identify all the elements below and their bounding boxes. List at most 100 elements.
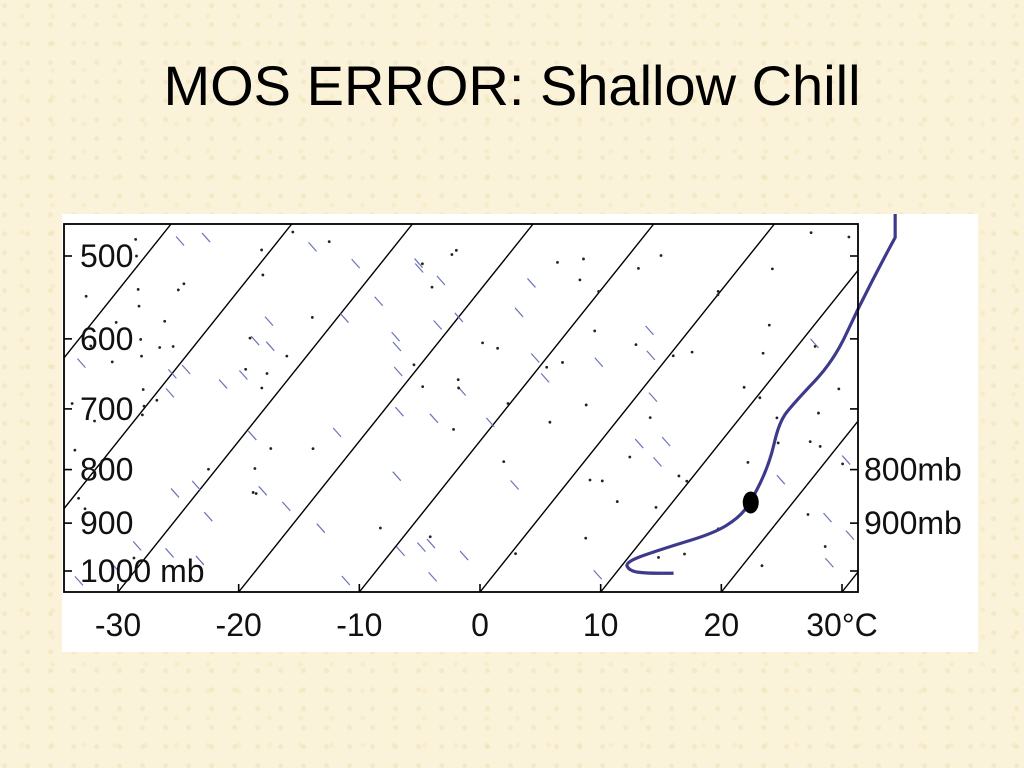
reference-dot bbox=[600, 479, 604, 483]
reference-dot bbox=[141, 388, 145, 391]
isotherm-line bbox=[963, 224, 978, 592]
x-tick-label: 20 bbox=[704, 607, 740, 643]
reference-dot bbox=[677, 474, 681, 478]
chart-panel: 500 600 700 800 900 1000 mb -30 -20 -10 0 10 20 30°C… bbox=[62, 214, 978, 652]
reference-dot bbox=[628, 455, 632, 459]
reference-dash bbox=[485, 417, 495, 428]
reference-dash bbox=[77, 358, 86, 369]
reference-dot bbox=[261, 273, 265, 277]
x-tick-label: -20 bbox=[216, 607, 262, 643]
reference-dash bbox=[165, 387, 175, 398]
reference-dot bbox=[716, 289, 720, 293]
reference-dash bbox=[351, 258, 361, 269]
reference-dash bbox=[175, 236, 185, 246]
reference-dot bbox=[269, 447, 273, 450]
sounding-marker bbox=[742, 491, 759, 514]
reference-dot bbox=[285, 354, 289, 358]
reference-dash bbox=[594, 357, 604, 368]
reference-dash bbox=[308, 241, 317, 252]
reference-dash bbox=[429, 413, 439, 424]
reference-dot bbox=[806, 513, 810, 516]
y-tick-label: 1000 mb bbox=[80, 553, 205, 589]
reference-dash bbox=[414, 258, 423, 268]
x-tick-label: 30°C bbox=[806, 607, 878, 643]
reference-dot bbox=[93, 419, 96, 423]
reference-dot bbox=[412, 363, 416, 367]
reference-dot bbox=[742, 385, 746, 389]
reference-dot bbox=[251, 491, 255, 494]
isotherm-line bbox=[358, 224, 655, 592]
reference-dash bbox=[648, 392, 658, 402]
reference-dash bbox=[203, 511, 213, 522]
reference-dot bbox=[244, 367, 248, 371]
x-tick-label: -30 bbox=[95, 607, 141, 643]
reference-dash bbox=[394, 406, 404, 417]
reference-dash bbox=[392, 471, 402, 482]
reference-dash bbox=[258, 485, 268, 496]
pressure-annotation: 900mb bbox=[864, 505, 962, 541]
reference-dash bbox=[396, 546, 405, 557]
reference-dot bbox=[428, 535, 432, 539]
reference-dot bbox=[841, 462, 844, 466]
x-tick-label: 10 bbox=[583, 607, 619, 643]
reference-dash bbox=[339, 313, 349, 323]
reference-dot bbox=[420, 262, 424, 266]
y-tick-label: 800 bbox=[80, 452, 133, 488]
reference-dot bbox=[659, 254, 663, 257]
reference-dash bbox=[265, 341, 275, 352]
reference-dot bbox=[615, 500, 619, 503]
pressure-annotation: 800mb bbox=[864, 452, 962, 488]
reference-dash bbox=[841, 455, 851, 465]
reference-dot bbox=[506, 402, 510, 405]
reference-dash bbox=[281, 501, 291, 512]
reference-dot bbox=[430, 285, 434, 289]
reference-dot bbox=[378, 526, 382, 530]
reference-dash bbox=[634, 438, 644, 449]
reference-dot bbox=[582, 257, 585, 261]
reference-dash bbox=[776, 474, 786, 485]
reference-dash bbox=[824, 557, 834, 568]
isotherm-line bbox=[720, 420, 858, 592]
skew-t-chart: 500 600 700 800 900 1000 mb -30 -20 -10 0 10 20 30°C… bbox=[63, 214, 978, 643]
reference-dot bbox=[847, 235, 851, 239]
reference-dot bbox=[311, 447, 315, 451]
reference-dot bbox=[136, 288, 140, 291]
y-tick-label: 900 bbox=[80, 505, 133, 541]
reference-dot bbox=[260, 248, 264, 252]
reference-dot bbox=[767, 323, 771, 327]
reference-dash bbox=[426, 538, 436, 549]
reference-dash bbox=[191, 480, 201, 491]
slide-title: MOS ERROR: Shallow Chill bbox=[163, 54, 861, 117]
reference-dash bbox=[645, 325, 655, 336]
reference-dot bbox=[593, 329, 597, 333]
reference-dot bbox=[545, 365, 549, 369]
reference-dash bbox=[527, 278, 536, 288]
reference-dot bbox=[578, 278, 582, 282]
reference-dot bbox=[584, 403, 588, 407]
reference-dash bbox=[530, 353, 540, 363]
reference-dash bbox=[514, 307, 524, 318]
reference-dot bbox=[760, 564, 764, 568]
reference-dash bbox=[414, 263, 424, 273]
reference-dot bbox=[70, 402, 74, 405]
reference-dot bbox=[514, 552, 517, 556]
isotherm-line bbox=[117, 224, 413, 592]
reference-dot bbox=[327, 240, 331, 244]
reference-dot bbox=[770, 267, 774, 271]
reference-dash bbox=[250, 335, 260, 346]
reference-dash bbox=[845, 530, 855, 541]
reference-dot bbox=[452, 427, 455, 431]
reference-dot bbox=[683, 552, 686, 556]
reference-dot bbox=[114, 320, 118, 324]
reference-dash bbox=[181, 364, 191, 375]
reference-dash bbox=[165, 548, 175, 558]
isotherm-line bbox=[238, 224, 534, 592]
reference-dot bbox=[421, 385, 425, 389]
reference-dot bbox=[584, 536, 588, 540]
x-tick-label: 0 bbox=[471, 607, 489, 643]
reference-dot bbox=[818, 445, 822, 448]
reference-dot bbox=[140, 354, 143, 358]
reference-dash bbox=[810, 338, 819, 349]
reference-dot bbox=[163, 319, 167, 323]
y-tick-label: 500 bbox=[80, 238, 133, 274]
